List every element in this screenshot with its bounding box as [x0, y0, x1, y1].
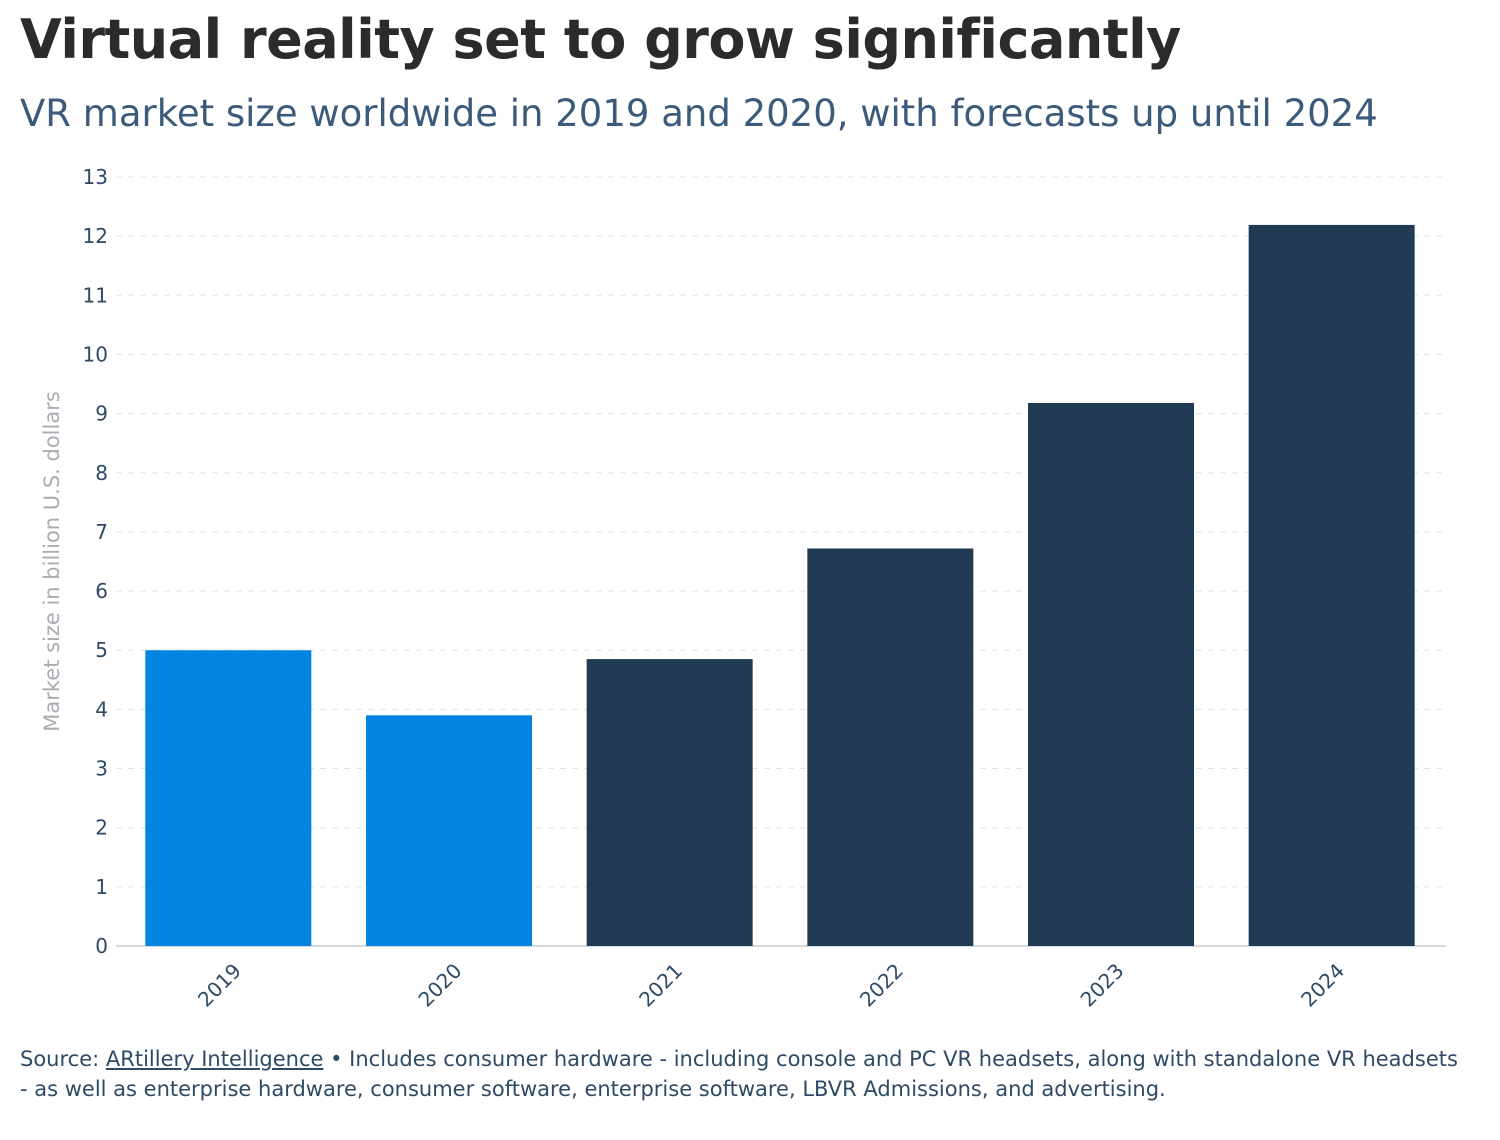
x-tick-label: 2021 — [634, 959, 687, 1012]
bar-2024 — [1248, 224, 1415, 946]
y-axis-label: Market size in billion U.S. dollars — [40, 391, 64, 732]
y-tick-label: 8 — [95, 461, 108, 485]
x-tick-label: 2024 — [1296, 959, 1349, 1012]
y-tick-label: 13 — [83, 165, 108, 189]
y-tick-label: 0 — [95, 934, 108, 958]
y-tick-label: 5 — [95, 638, 108, 662]
x-tick-label: 2019 — [193, 959, 246, 1012]
y-tick-label: 1 — [95, 875, 108, 899]
x-tick-label: 2023 — [1076, 959, 1129, 1012]
y-tick-label: 4 — [95, 697, 108, 721]
bar-2021 — [586, 659, 753, 946]
y-tick-label: 10 — [83, 342, 108, 366]
y-tick-label: 11 — [83, 283, 108, 307]
bar-2022 — [807, 548, 974, 946]
y-tick-label: 12 — [83, 224, 108, 248]
source-link[interactable]: ARtillery Intelligence — [105, 1047, 324, 1071]
source-note: • Includes consumer hardware - including… — [20, 1047, 1458, 1101]
bar-2023 — [1028, 402, 1194, 947]
chart-title: Virtual reality set to grow significantl… — [20, 8, 1181, 71]
x-tick-label: 2022 — [855, 959, 908, 1012]
y-tick-label: 9 — [95, 402, 108, 426]
source-prefix: Source: — [20, 1047, 106, 1071]
bar-2019 — [145, 650, 312, 946]
source-footer: Source: ARtillery Intelligence • Include… — [20, 1044, 1470, 1104]
x-tick-label: 2020 — [414, 959, 467, 1012]
y-tick-label: 3 — [95, 757, 108, 781]
y-tick-label: 2 — [95, 816, 108, 840]
y-tick-label: 6 — [95, 579, 108, 603]
y-tick-label: 7 — [95, 520, 108, 544]
bar-2020 — [366, 715, 532, 946]
chart-subtitle: VR market size worldwide in 2019 and 202… — [20, 92, 1378, 135]
